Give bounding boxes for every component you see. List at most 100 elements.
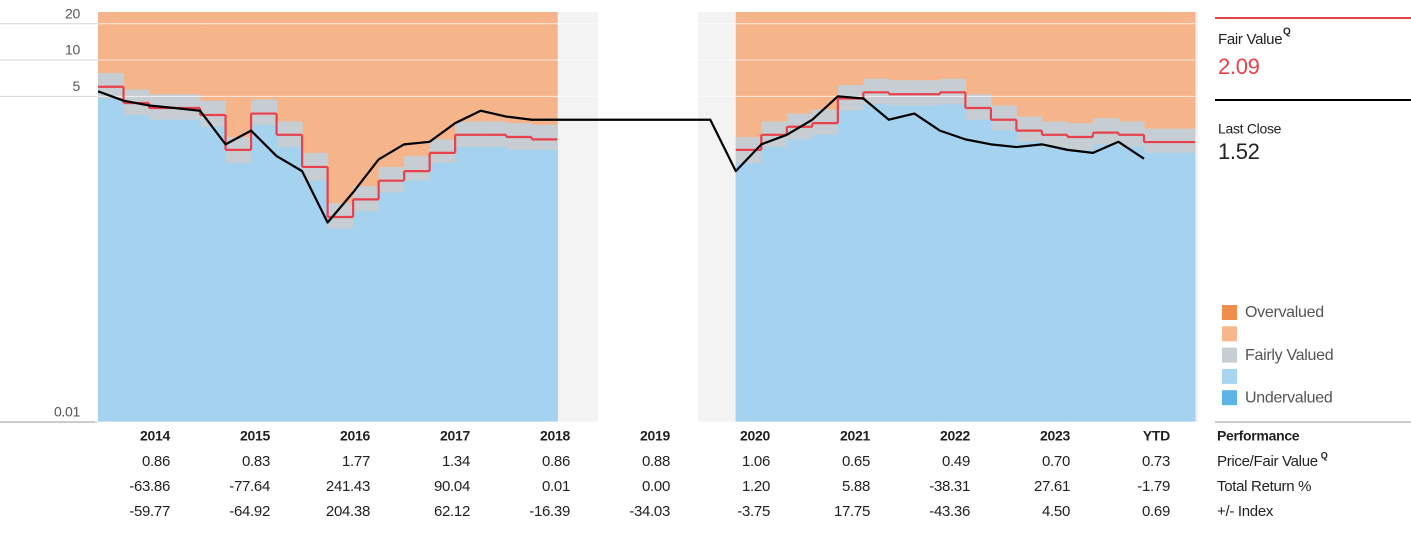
table-cell: 62.12 <box>434 503 470 520</box>
valuation-band <box>353 211 380 422</box>
valuation-band <box>1067 149 1094 422</box>
column-header: 2014 <box>140 428 170 444</box>
row-label: +/- Index <box>1217 503 1274 520</box>
y-tick-label: 10 <box>65 42 80 58</box>
valuation-band <box>1118 147 1145 422</box>
column-header: 2020 <box>740 428 770 444</box>
price-line <box>97 90 1145 224</box>
valuation-band <box>429 163 456 422</box>
valuation-band <box>225 163 252 422</box>
valuation-band <box>455 147 482 422</box>
legend-label: Undervalued <box>1245 389 1332 406</box>
table-cell: 0.88 <box>642 453 670 470</box>
table-cell: 0.86 <box>142 453 170 470</box>
table-cell: 1.20 <box>742 478 770 495</box>
column-header: YTD <box>1143 428 1170 444</box>
table-cell: 0.83 <box>242 453 270 470</box>
legend: Overvalued Fairly Valued Undervalued <box>1222 304 1334 406</box>
table-title: Performance <box>1217 428 1300 444</box>
valuation-band <box>149 119 176 422</box>
table-cell: 0.65 <box>842 453 870 470</box>
valuation-band <box>1092 144 1119 423</box>
table-cell: 17.75 <box>834 503 870 520</box>
legend-swatch <box>1222 326 1237 342</box>
valuation-band <box>98 98 125 422</box>
valuation-band <box>1143 152 1196 423</box>
plot-area: 0.01 5 10 20 <box>0 5 1196 423</box>
valuation-band <box>200 126 227 422</box>
last-close: 1.52 <box>1218 139 1260 164</box>
column-header: 2022 <box>940 428 970 444</box>
legend-swatch <box>1222 390 1237 406</box>
badge: Q <box>1283 27 1291 38</box>
table-cell: -38.31 <box>929 478 970 495</box>
valuation-band <box>888 105 915 422</box>
table-cell: 5.88 <box>842 478 870 495</box>
valuation-band <box>965 119 992 422</box>
y-tick-label: 0.01 <box>54 404 81 420</box>
fair-value-label: Fair Value <box>1218 31 1282 48</box>
valuation-band <box>786 139 813 422</box>
valuation-band <box>1041 147 1068 422</box>
table-cell: -1.79 <box>1137 478 1170 495</box>
table-cell: 0.70 <box>1042 453 1070 470</box>
column-header: 2019 <box>640 428 670 444</box>
valuation-band <box>914 105 941 422</box>
table-cell: -3.75 <box>737 503 770 520</box>
valuation-band <box>863 104 890 423</box>
table-cell: -77.64 <box>229 478 270 495</box>
table-cell: 0.73 <box>1142 453 1170 470</box>
table-cell: -34.03 <box>629 503 670 520</box>
row-label: Total Return % <box>1217 478 1311 495</box>
valuation-band <box>531 149 558 422</box>
table-cell: 204.38 <box>326 503 370 520</box>
valuation-band <box>735 163 762 422</box>
column-header: 2023 <box>1040 428 1070 444</box>
fair-value: 2.09 <box>1218 54 1260 79</box>
column-header: 2021 <box>840 428 870 444</box>
column-header: 2018 <box>540 428 570 444</box>
column-header: 2017 <box>440 428 470 444</box>
table-cell: 0.86 <box>542 453 570 470</box>
valuation-band <box>761 147 788 422</box>
table-cell: 90.04 <box>434 478 470 495</box>
row-label: Price/Fair Value <box>1217 453 1318 470</box>
y-tick-label: 5 <box>73 78 81 94</box>
table-cell: 0.01 <box>542 478 570 495</box>
table-cell: 1.34 <box>442 453 470 470</box>
badge: Q <box>1321 450 1328 460</box>
valuation-band <box>404 180 431 422</box>
valuation-band <box>302 180 329 422</box>
table-cell: 0.49 <box>942 453 970 470</box>
valuation-band <box>990 130 1017 422</box>
table-cell: -64.92 <box>229 503 270 520</box>
column-header: 2015 <box>240 428 270 444</box>
valuation-band <box>174 119 201 422</box>
valuation-band <box>378 192 405 422</box>
column-header: 2016 <box>340 428 370 444</box>
table-cell: 241.43 <box>326 478 370 495</box>
table-cell: -59.77 <box>129 503 170 520</box>
table-cell: -43.36 <box>929 503 970 520</box>
table-cell: 4.50 <box>1042 503 1070 520</box>
table-cell: 27.61 <box>1034 478 1070 495</box>
valuation-band <box>506 149 533 422</box>
valuation-band <box>123 115 150 423</box>
valuation-band <box>276 147 303 422</box>
table-cell: 0.00 <box>642 478 670 495</box>
legend-label: Overvalued <box>1245 304 1324 321</box>
valuation-band <box>1016 141 1043 422</box>
valuation-band <box>480 147 507 422</box>
legend-swatch <box>1222 347 1237 363</box>
valuation-band <box>837 110 864 422</box>
valuation-band <box>327 228 354 422</box>
table-cell: 1.77 <box>342 453 370 470</box>
table-cell: 1.06 <box>742 453 770 470</box>
legend-swatch <box>1222 305 1237 320</box>
table-cell: -16.39 <box>529 503 570 520</box>
performance-table: 2014 0.86 -63.86 -59.77 2015 0.83 -77.64 -64.92… <box>129 428 1328 520</box>
table-cell: 0.69 <box>1142 503 1170 520</box>
legend-label: Fairly Valued <box>1245 347 1333 364</box>
